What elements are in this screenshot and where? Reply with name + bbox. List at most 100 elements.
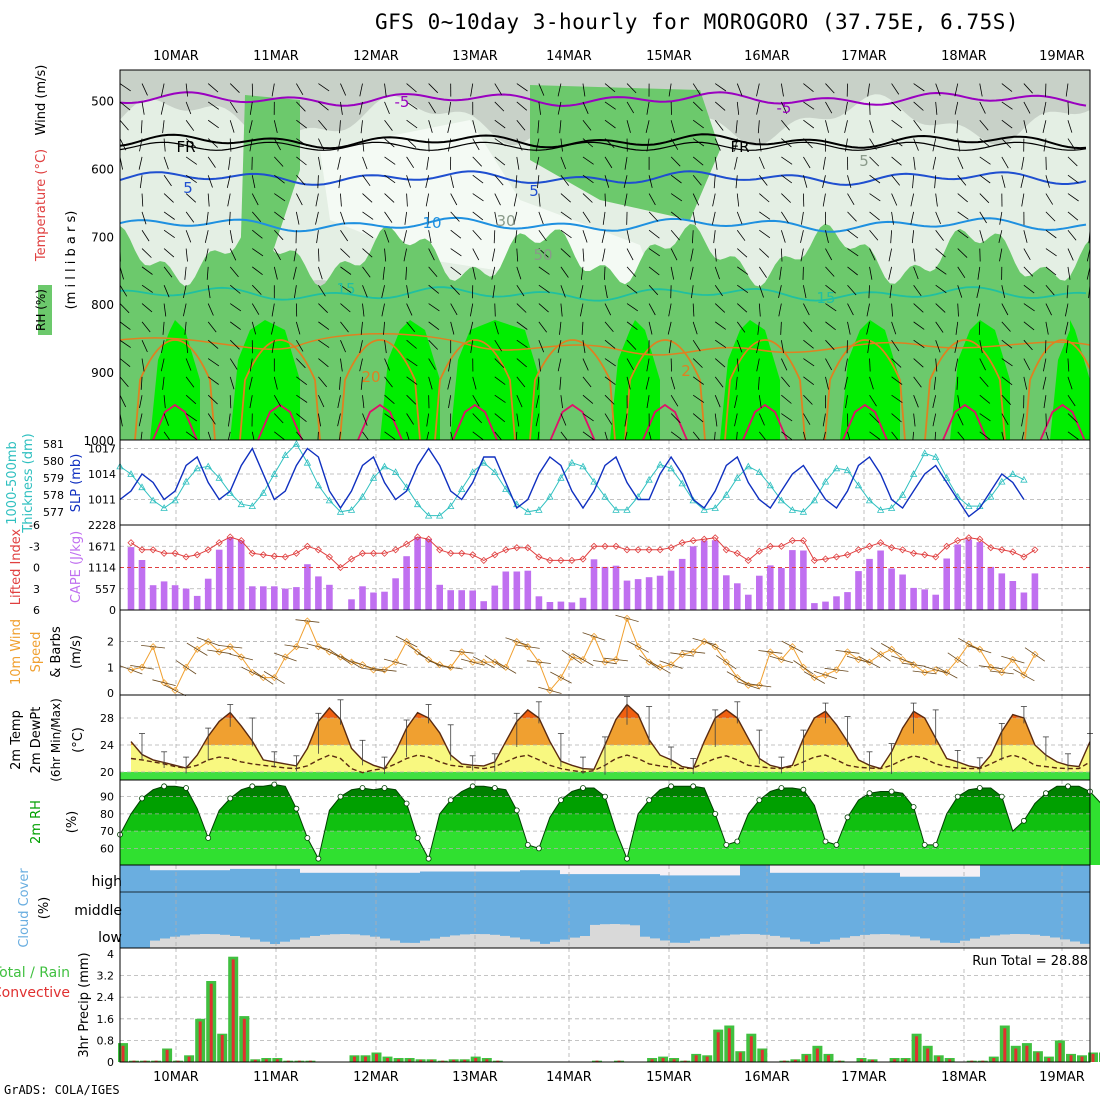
wind-barb (781, 101, 788, 114)
precip-convective-bar (683, 1060, 687, 1062)
lifted-index-marker (954, 537, 962, 545)
wind-barb (756, 101, 760, 115)
thickness-marker (1020, 475, 1028, 483)
wind-barb (957, 303, 959, 317)
date-tick-bottom: 10MAR (153, 1070, 199, 1085)
isotherm-20 (924, 339, 1006, 440)
cape-bar (193, 595, 201, 610)
lifted-index-marker (557, 556, 565, 564)
date-tick-top: 17MAR (841, 49, 887, 64)
cape-bar (833, 596, 840, 610)
wind-barb (1023, 339, 1033, 351)
pressure-tick: 600 (91, 162, 114, 176)
wind-barb (822, 193, 826, 207)
isotherm (120, 216, 1087, 233)
wind-barb (251, 303, 260, 315)
legend-total-rain: Total / Rain (0, 965, 70, 981)
thickness-marker (127, 470, 135, 477)
cape-bar (590, 559, 598, 610)
cape-bar (700, 540, 708, 610)
wind-barb (448, 358, 452, 372)
wind-barb (470, 83, 474, 97)
wind-barb (271, 83, 275, 97)
wind-speed-marker (392, 658, 400, 666)
cape-tick: 0 (109, 604, 116, 617)
wind-barb (692, 101, 703, 112)
thickness-marker (160, 504, 168, 511)
date-tick-bottom: 15MAR (646, 1070, 692, 1085)
cloud-low-bar (1080, 943, 1090, 948)
run-total-box (946, 951, 1088, 969)
wind-speed-tick: 1 (107, 661, 114, 674)
lifted-index-marker (799, 537, 807, 545)
wind-barb (714, 321, 727, 330)
wind-barb (913, 83, 925, 92)
rh-marker (778, 785, 785, 791)
wind-barb (1089, 321, 1090, 324)
wind-barb (251, 431, 255, 440)
wind-barb (538, 340, 545, 353)
wind-barb (1043, 358, 1047, 372)
wind-barb (935, 340, 941, 353)
wind-barb (318, 266, 323, 280)
wind-barb (847, 229, 859, 239)
cape-tick: 1114 (88, 562, 116, 575)
ylabel-thickness-2: Thickness (dm) (21, 433, 36, 533)
precip-convective-bar (397, 1059, 401, 1062)
lifted-index-marker (932, 553, 940, 561)
rh-marker (469, 783, 476, 790)
wind-barb (273, 376, 278, 390)
wind-barb (229, 211, 231, 225)
wind-barb (668, 83, 672, 97)
cape-bar (414, 537, 421, 610)
wind-barb (120, 285, 128, 297)
lifted-index-marker (1031, 546, 1039, 554)
thickness-marker (932, 453, 940, 460)
wind-barb (825, 120, 829, 133)
lifted-index-tick: -3 (29, 540, 40, 553)
date-tick-top: 13MAR (452, 49, 498, 64)
rh-marker (756, 797, 763, 803)
lifted-index-marker (832, 553, 841, 561)
wind-barb (296, 339, 304, 352)
cloud-low-bar (830, 939, 840, 948)
wind-barb (999, 211, 1003, 225)
wind-barb (472, 431, 484, 440)
wind-barb (957, 266, 966, 279)
dewpoint-line (130, 754, 1091, 774)
wind-barb (869, 413, 880, 423)
wind-barb (935, 284, 947, 294)
panel-slp-thickness (116, 439, 1090, 525)
wind-barb-10m (460, 658, 485, 666)
wind-barb (1045, 303, 1052, 316)
cape-bar (282, 588, 289, 610)
wind-barb (913, 395, 919, 408)
wind-speed-marker (832, 666, 841, 674)
wind-barb (362, 211, 374, 220)
cloud-low-bar (1040, 935, 1050, 948)
wind-barb (560, 431, 568, 440)
wind-barb (406, 285, 410, 299)
wind-barb (913, 413, 916, 427)
lifted-index-marker (259, 551, 267, 559)
cape-bar (546, 602, 554, 610)
wind-speed-marker (766, 648, 774, 656)
lifted-index-tick: 6 (33, 604, 40, 617)
rh-tick: 70 (100, 825, 114, 838)
cloud-low-bar (640, 936, 650, 948)
wind-barb (1001, 156, 1009, 169)
wind-barb (1089, 358, 1090, 360)
precip-convective-bar (496, 1060, 500, 1062)
footer-credit: GrADS: COLA/IGES (4, 1083, 120, 1097)
wind-barb (1023, 83, 1033, 94)
thickness-marker (700, 506, 708, 513)
contour-label: FR (730, 138, 749, 156)
wind-barb (185, 431, 197, 440)
cape-bar (932, 594, 939, 610)
lifted-index-marker (865, 542, 874, 550)
lifted-index-marker (921, 551, 929, 559)
wind-barb (1043, 138, 1047, 152)
wind-barb (602, 248, 606, 262)
wind-barb (406, 101, 418, 110)
thickness-marker (623, 506, 631, 513)
